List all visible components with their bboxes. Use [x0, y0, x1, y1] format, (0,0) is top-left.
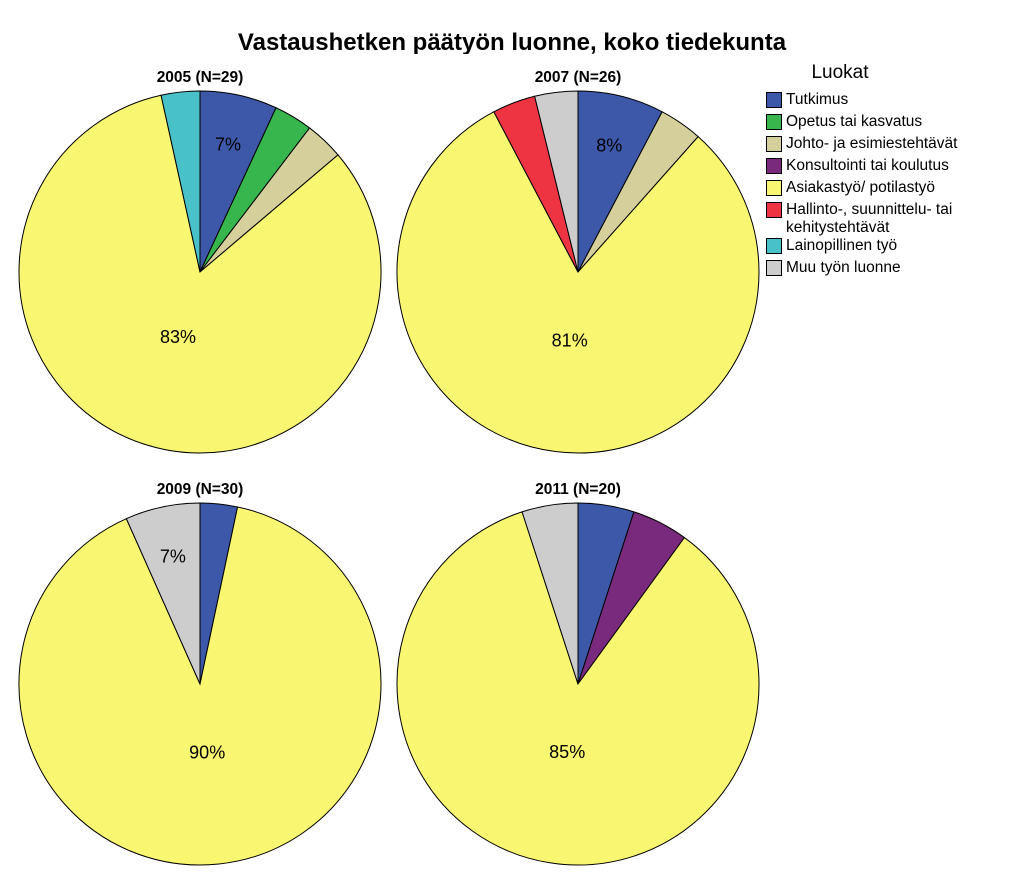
data-label: 7%: [215, 135, 241, 155]
legend-label: Konsultointi tai koulutus: [786, 157, 949, 174]
legend-label: Muu työn luonne: [786, 259, 901, 276]
legend-item: Konsultointi tai koulutus: [766, 157, 1016, 179]
pie-title: 2011 (N=20): [535, 481, 621, 498]
legend-swatch: [766, 158, 782, 174]
legend-label: Hallinto-, suunnittelu- tai kehitystehtä…: [786, 201, 953, 236]
legend-label: Lainopillinen työ: [786, 237, 898, 254]
pie-chart: 2011 (N=20) 85%: [396, 481, 760, 866]
legend-swatch: [766, 202, 782, 218]
pie-slice: [18, 506, 382, 866]
pie-slice: [160, 90, 201, 273]
legend-item: Muu työn luonne: [766, 259, 1016, 281]
data-label: 83%: [160, 327, 196, 347]
pie-slice: [521, 502, 579, 685]
legend-label: Asiakastyö/ potilastyö: [786, 179, 936, 196]
data-label: 90%: [189, 742, 225, 762]
legend-item: Tutkimus: [766, 91, 1016, 113]
pie-slice: [534, 90, 579, 273]
legend-item: Asiakastyö/ potilastyö: [766, 179, 1016, 201]
pie-slice: [125, 502, 201, 685]
legend-title: Luokat: [811, 62, 869, 83]
legend-label: Johto- ja esimiestehtävät: [786, 135, 958, 152]
pie-title: 2005 (N=29): [157, 69, 244, 86]
legend-item: Johto- ja esimiestehtävät: [766, 135, 1016, 157]
legend-item: Lainopillinen työ: [766, 237, 1016, 259]
pie-title: 2007 (N=26): [535, 69, 622, 86]
legend-swatch: [766, 260, 782, 276]
data-label: 85%: [549, 742, 585, 762]
pie-slice: [396, 111, 760, 454]
pie-slice: [396, 511, 760, 866]
pie-slice: [18, 94, 382, 454]
legend-swatch: [766, 114, 782, 130]
chart-title: Vastaushetken päätyön luonne, koko tiede…: [237, 29, 787, 54]
data-label: 8%: [596, 136, 622, 156]
data-label: 7%: [160, 547, 186, 567]
legend-label: Tutkimus: [786, 91, 849, 108]
legend-label: Opetus tai kasvatus: [786, 113, 923, 130]
legend-swatch: [766, 136, 782, 152]
legend: Luokat Tutkimus Opetus tai kasvatus Johto-…: [766, 62, 1016, 281]
pie-chart: 2009 (N=30) 90% 7%: [18, 481, 382, 866]
legend-item: Opetus tai kasvatus: [766, 113, 1016, 135]
legend-swatch: [766, 180, 782, 196]
data-label: 81%: [552, 330, 588, 350]
legend-item: Hallinto-, suunnittelu- tai kehitystehtä…: [766, 201, 1016, 237]
pie-chart: 2005 (N=29) 7% 83%: [18, 69, 382, 454]
pie-chart: 2007 (N=26) 8% 81%: [396, 69, 760, 454]
legend-swatch: [766, 92, 782, 108]
legend-swatch: [766, 238, 782, 254]
pie-title: 2009 (N=30): [157, 481, 244, 498]
